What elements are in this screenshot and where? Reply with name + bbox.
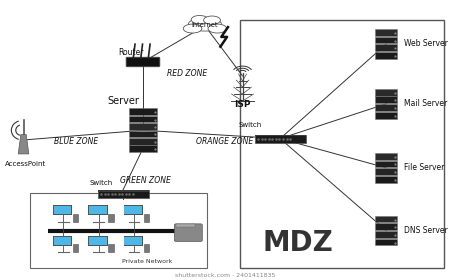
Text: Server: Server (107, 96, 139, 106)
Text: DNS Server: DNS Server (404, 226, 448, 235)
FancyBboxPatch shape (123, 236, 143, 246)
Text: Mail Server: Mail Server (404, 99, 447, 108)
FancyBboxPatch shape (89, 206, 106, 214)
FancyBboxPatch shape (98, 190, 149, 192)
FancyBboxPatch shape (88, 206, 107, 215)
FancyBboxPatch shape (375, 231, 398, 238)
Text: shutterstock.com · 2401411835: shutterstock.com · 2401411835 (175, 273, 275, 278)
FancyBboxPatch shape (123, 206, 143, 215)
Text: File Server: File Server (404, 163, 444, 172)
FancyBboxPatch shape (375, 239, 398, 245)
Polygon shape (18, 134, 29, 154)
FancyBboxPatch shape (375, 104, 398, 111)
Text: Internet: Internet (191, 22, 218, 28)
Text: Switch: Switch (90, 179, 113, 186)
FancyBboxPatch shape (375, 176, 398, 183)
Text: Web Server: Web Server (404, 39, 448, 48)
FancyBboxPatch shape (89, 237, 106, 245)
FancyBboxPatch shape (375, 216, 398, 222)
FancyBboxPatch shape (89, 206, 106, 214)
FancyBboxPatch shape (124, 237, 142, 245)
FancyBboxPatch shape (73, 214, 79, 222)
FancyBboxPatch shape (175, 224, 202, 241)
FancyBboxPatch shape (126, 57, 160, 67)
FancyBboxPatch shape (124, 237, 142, 245)
FancyBboxPatch shape (255, 135, 306, 143)
Text: RED ZONE: RED ZONE (167, 69, 207, 78)
Text: Switch: Switch (238, 122, 261, 129)
Ellipse shape (188, 18, 222, 31)
FancyBboxPatch shape (375, 52, 398, 59)
FancyBboxPatch shape (128, 145, 157, 152)
FancyBboxPatch shape (124, 206, 142, 214)
FancyBboxPatch shape (108, 214, 114, 222)
Text: GREEN ZONE: GREEN ZONE (120, 176, 170, 185)
Text: Private Network: Private Network (122, 259, 173, 264)
Ellipse shape (183, 24, 202, 33)
FancyBboxPatch shape (128, 138, 157, 144)
FancyBboxPatch shape (88, 236, 107, 246)
FancyBboxPatch shape (53, 206, 72, 215)
FancyBboxPatch shape (176, 224, 195, 227)
FancyBboxPatch shape (375, 223, 398, 230)
FancyBboxPatch shape (128, 130, 157, 137)
Text: AccessPoint: AccessPoint (5, 162, 46, 167)
FancyBboxPatch shape (128, 108, 157, 115)
Ellipse shape (204, 16, 220, 24)
FancyBboxPatch shape (53, 237, 71, 245)
FancyBboxPatch shape (375, 168, 398, 175)
FancyBboxPatch shape (144, 214, 149, 222)
Ellipse shape (191, 15, 208, 24)
Text: Router: Router (119, 48, 144, 57)
FancyBboxPatch shape (124, 206, 142, 214)
Text: ORANGE ZONE: ORANGE ZONE (196, 137, 254, 146)
Text: MDZ: MDZ (262, 229, 333, 257)
FancyBboxPatch shape (128, 116, 157, 122)
FancyBboxPatch shape (375, 97, 398, 103)
FancyBboxPatch shape (375, 89, 398, 95)
FancyBboxPatch shape (53, 237, 71, 245)
FancyBboxPatch shape (128, 123, 157, 130)
Text: BLUE ZONE: BLUE ZONE (54, 137, 99, 146)
FancyBboxPatch shape (375, 112, 398, 118)
FancyBboxPatch shape (375, 153, 398, 160)
FancyBboxPatch shape (53, 236, 72, 246)
FancyBboxPatch shape (98, 190, 149, 198)
FancyBboxPatch shape (375, 29, 398, 36)
FancyBboxPatch shape (255, 135, 306, 136)
FancyBboxPatch shape (144, 244, 149, 252)
Ellipse shape (208, 24, 227, 33)
FancyBboxPatch shape (53, 206, 71, 214)
FancyBboxPatch shape (108, 244, 114, 252)
FancyBboxPatch shape (375, 160, 398, 167)
Text: ISP: ISP (234, 100, 251, 109)
FancyBboxPatch shape (375, 44, 398, 51)
FancyBboxPatch shape (375, 37, 398, 43)
FancyBboxPatch shape (73, 244, 79, 252)
FancyBboxPatch shape (89, 237, 106, 245)
FancyBboxPatch shape (53, 206, 71, 214)
